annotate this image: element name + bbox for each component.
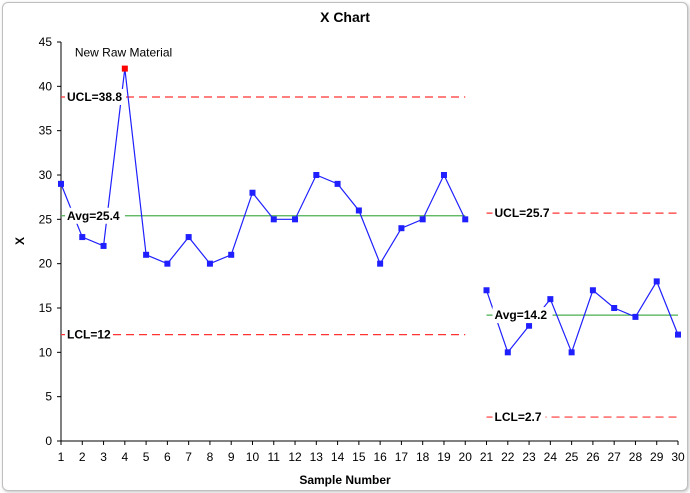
data-point <box>675 331 681 338</box>
data-point <box>632 313 639 320</box>
x-tick-label: 17 <box>395 450 409 464</box>
y-tick-label: 40 <box>39 79 53 93</box>
x-tick-label: 16 <box>373 450 387 464</box>
x-tick-label: 12 <box>288 450 302 464</box>
data-point <box>249 189 256 196</box>
data-point <box>206 260 213 267</box>
x-tick-label: 18 <box>416 450 430 464</box>
x-tick-label: 1 <box>58 450 65 464</box>
data-point <box>355 207 362 214</box>
data-point <box>79 234 86 241</box>
data-point <box>547 296 554 303</box>
data-point <box>504 349 511 356</box>
avg-label: Avg=14.2 <box>495 308 548 322</box>
data-point <box>164 260 171 267</box>
ucl-label: UCL=38.8 <box>67 90 122 104</box>
data-point <box>440 172 447 178</box>
x-tick-label: 28 <box>629 450 643 464</box>
x-tick-label: 9 <box>228 450 235 464</box>
data-point <box>589 287 596 294</box>
y-tick-label: 0 <box>45 434 52 448</box>
y-tick-label: 5 <box>45 390 52 404</box>
x-tick-label: 23 <box>522 450 536 464</box>
y-tick-label: 45 <box>39 35 53 49</box>
x-tick-label: 20 <box>459 450 473 464</box>
ucl-label: UCL=25.7 <box>495 206 550 220</box>
x-tick-label: 10 <box>246 450 260 464</box>
avg-label: Avg=25.4 <box>67 209 120 223</box>
annotation-label: New Raw Material <box>75 46 172 60</box>
y-tick-label: 20 <box>39 257 53 271</box>
x-tick-label: 3 <box>100 450 107 464</box>
data-point <box>228 251 235 258</box>
data-point <box>526 322 533 329</box>
series-line <box>485 280 679 355</box>
y-axis-label: X <box>13 237 27 245</box>
ucl-label-bg <box>65 88 125 105</box>
data-point <box>398 225 405 232</box>
ucl-label-bg <box>492 205 553 222</box>
data-point <box>121 65 128 72</box>
y-tick-label: 25 <box>39 212 53 226</box>
x-axis-label: Sample Number <box>299 473 391 487</box>
series-line <box>60 68 466 266</box>
data-point <box>100 242 107 249</box>
x-tick-label: 21 <box>480 450 494 464</box>
x-tick-label: 24 <box>544 450 558 464</box>
data-point <box>483 287 490 294</box>
avg-label-bg <box>65 207 125 224</box>
lcl-label-bg <box>492 409 546 426</box>
data-point <box>143 251 150 258</box>
data-point <box>611 305 618 311</box>
x-tick-label: 30 <box>671 450 685 464</box>
data-point <box>58 180 64 187</box>
lcl-label-bg <box>65 326 111 343</box>
y-tick-label: 15 <box>39 301 53 315</box>
x-tick-label: 2 <box>79 450 86 464</box>
x-tick-label: 4 <box>121 450 128 464</box>
x-tick-label: 5 <box>143 450 150 464</box>
x-tick-label: 29 <box>650 450 664 464</box>
data-point <box>185 234 192 241</box>
x-tick-label: 27 <box>607 450 621 464</box>
lcl-label: LCL=2.7 <box>495 410 542 424</box>
x-tick-label: 11 <box>268 450 281 464</box>
x-tick-label: 19 <box>437 450 451 464</box>
x-tick-label: 6 <box>164 450 171 464</box>
x-tick-label: 22 <box>501 450 515 464</box>
data-point <box>462 216 469 223</box>
x-tick-label: 15 <box>352 450 366 464</box>
data-point <box>270 216 277 223</box>
x-tick-label: 8 <box>207 450 214 464</box>
data-point <box>334 180 341 187</box>
x-tick-label: 25 <box>565 450 579 464</box>
y-tick-label: 10 <box>39 345 53 359</box>
x-tick-label: 7 <box>185 450 192 464</box>
y-tick-label: 30 <box>39 168 53 182</box>
data-point <box>568 349 575 356</box>
x-tick-label: 14 <box>331 450 345 464</box>
lcl-label: LCL=12 <box>67 328 111 342</box>
y-tick-label: 35 <box>39 124 53 138</box>
data-point <box>292 216 299 223</box>
avg-label-bg <box>492 307 553 324</box>
chart-title: X Chart <box>320 9 370 25</box>
data-point <box>377 260 384 267</box>
data-point <box>653 278 660 285</box>
data-point <box>313 172 320 178</box>
data-point <box>419 216 426 223</box>
x-tick-label: 26 <box>586 450 600 464</box>
x-tick-label: 13 <box>310 450 324 464</box>
